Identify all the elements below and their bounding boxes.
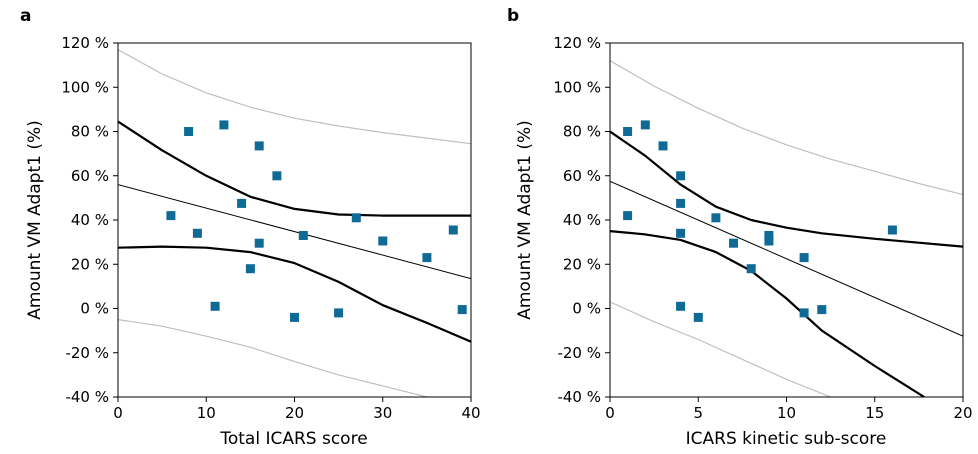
data-point [290, 312, 299, 322]
y-tick-label: 100 % [553, 78, 601, 96]
y-tick-label: 120 % [553, 34, 601, 52]
y-axis-label: Amount VM Adapt1 (%) [515, 120, 535, 320]
data-point [245, 264, 255, 274]
x-tick-label: 10 [197, 404, 216, 422]
y-tick-label: 60 % [71, 167, 109, 185]
x-tick-label: 20 [285, 404, 304, 422]
data-point [729, 238, 738, 248]
data-point [254, 141, 264, 151]
x-tick-label: 0 [605, 404, 615, 422]
y-tick-label: 80 % [563, 123, 601, 141]
prediction-lower-curve [610, 301, 831, 397]
y-tick-label: 80 % [71, 123, 109, 141]
y-tick-label: -20 % [557, 344, 601, 362]
data-point [764, 236, 774, 246]
x-tick-label: 10 [777, 404, 796, 422]
panel-b: 0 5 10 15 20 -40 % -20 % 0 % 20 % 40 % 60 % 80 % 10… [507, 6, 973, 449]
y-tick-label: 100 % [61, 78, 109, 96]
y-tick-label: 0 % [572, 300, 601, 318]
panel-a-y-axis: -40 % -20 % 0 % 20 % 40 % 60 % 80 % 100 % 120 % [61, 34, 118, 406]
x-axis-label: Total ICARS score [219, 429, 367, 449]
x-axis-label: ICARS kinetic sub-score [686, 429, 887, 449]
data-point [676, 198, 686, 208]
data-point [210, 301, 220, 311]
confidence-lower-curve [118, 245, 471, 343]
panel-a-x-axis: 0 10 20 30 40 [113, 397, 481, 422]
data-point [237, 198, 247, 208]
data-point [192, 228, 202, 238]
data-point [254, 238, 264, 248]
data-point [623, 211, 633, 221]
data-point [623, 127, 633, 136]
panel-b-points [623, 120, 897, 322]
y-tick-label: 60 % [563, 167, 601, 185]
y-tick-label: -40 % [557, 388, 601, 406]
regression-line [118, 184, 471, 280]
y-tick-label: 20 % [563, 255, 601, 273]
x-tick-label: 15 [865, 404, 884, 422]
data-point [746, 264, 756, 274]
x-tick-label: 0 [113, 404, 123, 422]
data-point [640, 120, 650, 130]
prediction-upper-curve [610, 60, 963, 196]
x-tick-label: 20 [953, 404, 972, 422]
data-point [334, 308, 344, 318]
data-point [378, 236, 388, 246]
data-point [298, 231, 308, 240]
data-point [272, 171, 282, 181]
y-tick-label: 40 % [71, 211, 109, 229]
data-point [448, 225, 458, 235]
y-tick-label: -40 % [65, 388, 109, 406]
y-axis-label: Amount VM Adapt1 (%) [25, 120, 45, 320]
data-point [887, 225, 897, 235]
y-tick-label: 20 % [71, 255, 109, 273]
panel-a: 0 10 20 30 40 -40 % -20 % 0 % 20 % 40 % 60 % 80 % 1… [20, 6, 481, 449]
data-point [422, 253, 432, 263]
panel-a-curves [118, 49, 471, 397]
panel-a-points [166, 120, 467, 322]
data-point [676, 228, 686, 238]
data-point [457, 305, 467, 315]
regression-line [610, 180, 963, 337]
prediction-upper-curve [118, 49, 471, 145]
data-point [184, 127, 194, 136]
data-point [351, 213, 361, 223]
data-point [166, 211, 176, 221]
data-point [799, 308, 809, 318]
panel-b-curves [610, 60, 963, 397]
data-point [799, 253, 809, 263]
x-tick-label: 40 [461, 404, 480, 422]
y-tick-label: 40 % [563, 211, 601, 229]
panel-b-frame [609, 42, 964, 398]
confidence-upper-curve [118, 120, 471, 217]
data-point [693, 312, 703, 322]
data-point [219, 120, 229, 130]
data-point [676, 301, 686, 311]
prediction-lower-curve [118, 319, 433, 397]
data-point [658, 141, 668, 151]
data-point [676, 171, 686, 181]
panel-letter: a [20, 6, 31, 26]
data-point [817, 305, 827, 315]
y-tick-label: 120 % [61, 34, 109, 52]
y-tick-label: -20 % [65, 344, 109, 362]
panel-letter: b [507, 6, 519, 26]
panel-b-y-axis: -40 % -20 % 0 % 20 % 40 % 60 % 80 % 100 % 120 % [553, 34, 610, 406]
panel-b-x-axis: 0 5 10 15 20 [605, 397, 973, 422]
confidence-lower-curve [610, 230, 925, 397]
confidence-upper-curve [610, 130, 963, 248]
x-tick-label: 5 [693, 404, 703, 422]
y-tick-label: 0 % [80, 300, 109, 318]
x-tick-label: 30 [373, 404, 392, 422]
data-point [711, 213, 721, 223]
data-point [764, 231, 774, 240]
